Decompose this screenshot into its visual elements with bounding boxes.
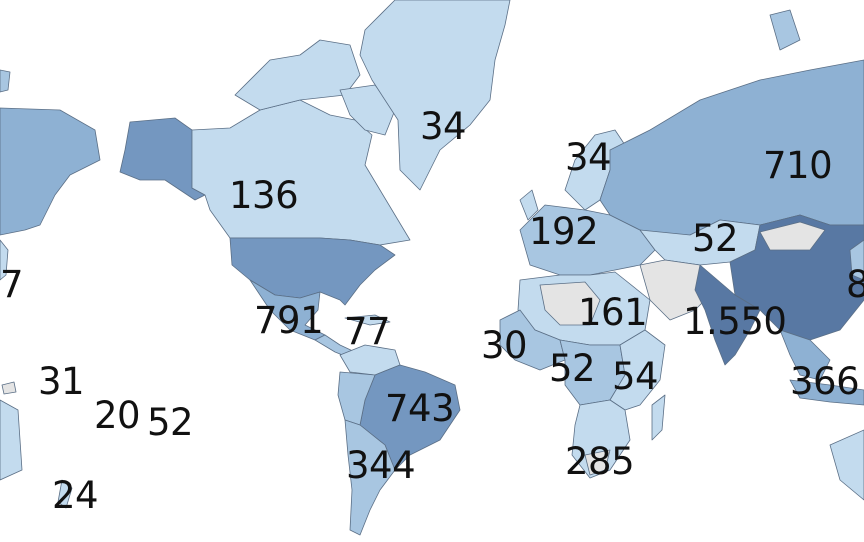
label-europe: 192 [529,210,599,253]
region-caribbean[interactable] [344,314,391,326]
label-pacific-1: 31 [38,360,85,403]
label-west-africa: 30 [481,324,528,367]
label-partial-left: 7 [0,263,24,306]
region-sahara[interactable] [539,281,601,326]
label-pacific-3: 52 [147,401,194,444]
region-india[interactable] [694,264,761,366]
label-south-asia: 1.550 [683,300,787,343]
label-canada: 136 [229,174,299,217]
label-pacific-2: 20 [94,394,141,437]
label-caribbean: 77 [344,310,391,353]
region-mexico[interactable] [249,279,326,341]
region-left-peninsula[interactable] [0,107,101,236]
region-arctic-islands[interactable] [234,39,361,111]
region-mongolia[interactable] [759,221,826,251]
label-central-asia: 52 [692,217,739,260]
label-southern-africa: 285 [565,440,635,483]
label-china-partial: 8 [846,263,864,306]
label-usa-mexico: 791 [254,299,324,342]
region-japan[interactable] [849,239,864,281]
region-new-zealand[interactable] [57,479,73,509]
label-greenland: 34 [420,105,467,148]
label-new-zealand: 24 [52,474,99,517]
region-indonesia[interactable] [789,379,864,406]
region-left-small[interactable] [0,239,9,281]
region-southeast-asia[interactable] [779,329,831,381]
region-alaska[interactable] [119,117,206,201]
region-hawaii-island[interactable] [1,381,17,395]
region-greenland[interactable] [359,0,511,191]
label-southeast-asia: 366 [790,360,860,403]
label-brazil: 743 [385,387,455,430]
label-north-africa: 161 [578,291,648,334]
region-madagascar[interactable] [651,394,666,441]
region-east-africa[interactable] [609,329,666,411]
label-east-africa: 54 [612,355,659,398]
region-uk[interactable] [519,189,539,221]
region-south-africa[interactable] [584,449,611,476]
region-europe[interactable] [519,204,656,276]
label-southern-south-america: 344 [346,444,416,487]
label-russia: 710 [763,144,833,187]
region-australia[interactable] [829,429,864,501]
region-australia-west[interactable] [0,399,23,481]
region-far-east-russia[interactable] [0,69,11,93]
region-kamchatka[interactable] [769,9,801,51]
label-scandinavia: 34 [565,136,612,179]
label-central-africa: 52 [549,347,596,390]
region-argentina-chile[interactable] [344,419,396,536]
